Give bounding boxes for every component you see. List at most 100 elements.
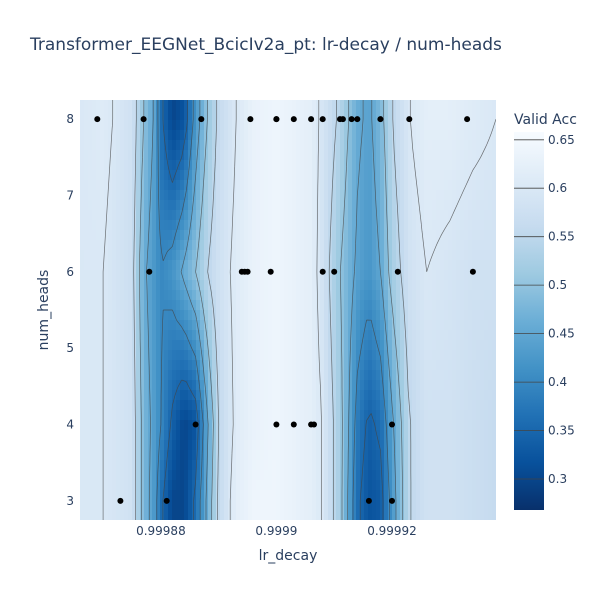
contour-cell [104, 460, 109, 471]
contour-cell [328, 280, 333, 291]
contour-cell [492, 490, 496, 501]
contour-cell [216, 260, 221, 271]
contour-cell [488, 310, 493, 321]
contour-cell [416, 180, 421, 191]
contour-cell [436, 430, 441, 441]
contour-cell [228, 200, 233, 211]
contour-cell [352, 100, 357, 111]
contour-cell [420, 110, 425, 121]
contour-cell [296, 490, 301, 501]
contour-cell [144, 380, 149, 391]
contour-cell [176, 300, 181, 311]
contour-cell [340, 280, 345, 291]
contour-cell [484, 390, 489, 401]
contour-cell [164, 200, 169, 211]
contour-cell [132, 120, 137, 131]
contour-cell [220, 370, 225, 381]
contour-cell [200, 130, 205, 141]
contour-cell [164, 240, 169, 251]
contour-cell [464, 430, 469, 441]
contour-cell [272, 380, 277, 391]
contour-cell [184, 490, 189, 501]
contour-cell [284, 260, 289, 271]
contour-cell [392, 210, 397, 221]
contour-cell [360, 340, 365, 351]
contour-cell [148, 210, 153, 221]
contour-cell [212, 190, 217, 201]
contour-cell [320, 490, 325, 501]
contour-cell [112, 310, 117, 321]
contour-cell [344, 440, 349, 451]
contour-cell [236, 180, 241, 191]
contour-cell [144, 180, 149, 191]
contour-cell [400, 430, 405, 441]
contour-cell [84, 260, 89, 271]
contour-cell [256, 490, 261, 501]
contour-cell [428, 250, 433, 261]
contour-cell [404, 270, 409, 281]
contour-cell [352, 330, 357, 341]
contour-cell [424, 420, 429, 431]
contour-cell [412, 380, 417, 391]
contour-cell [132, 290, 137, 301]
contour-cell [492, 470, 496, 481]
contour-cell [440, 410, 445, 421]
contour-cell [456, 470, 461, 481]
contour-cell [468, 400, 473, 411]
contour-cell [152, 300, 157, 311]
contour-cell [412, 120, 417, 131]
contour-cell [436, 150, 441, 161]
contour-cell [328, 120, 333, 131]
contour-cell [484, 250, 489, 261]
contour-cell [468, 250, 473, 261]
contour-cell [264, 110, 269, 121]
contour-cell [428, 390, 433, 401]
contour-cell [220, 180, 225, 191]
contour-cell [468, 420, 473, 431]
contour-cell [412, 130, 417, 141]
contour-cell [464, 140, 469, 151]
contour-cell [212, 150, 217, 161]
contour-cell [108, 460, 113, 471]
contour-cell [160, 160, 165, 171]
contour-cell [300, 380, 305, 391]
contour-cell [332, 450, 337, 461]
contour-cell [356, 440, 361, 451]
contour-cell [224, 160, 229, 171]
contour-cell [80, 270, 85, 281]
contour-cell [348, 460, 353, 471]
x-tick-label: 0.99988 [136, 524, 186, 538]
contour-cell [180, 500, 185, 511]
contour-cell [132, 430, 137, 441]
contour-cell [312, 430, 317, 441]
contour-cell [312, 160, 317, 171]
contour-cell [308, 340, 313, 351]
contour-cell [260, 320, 265, 331]
contour-cell [128, 280, 133, 291]
contour-cell [448, 510, 453, 520]
contour-cell [468, 180, 473, 191]
contour-cell [172, 190, 177, 201]
contour-cell [288, 220, 293, 231]
contour-cell [100, 510, 105, 520]
contour-cell [300, 180, 305, 191]
contour-cell [220, 330, 225, 341]
contour-cell [420, 220, 425, 231]
contour-cell [124, 190, 129, 201]
contour-cell [88, 430, 93, 441]
contour-cell [188, 100, 193, 111]
contour-cell [172, 160, 177, 171]
contour-cell [444, 350, 449, 361]
contour-cell [200, 460, 205, 471]
contour-cell [488, 100, 493, 111]
contour-cell [224, 270, 229, 281]
contour-cell [180, 360, 185, 371]
contour-cell [296, 110, 301, 121]
contour-cell [236, 150, 241, 161]
contour-cell [360, 170, 365, 181]
contour-cell [168, 430, 173, 441]
contour-cell [160, 210, 165, 221]
contour-cell [460, 510, 465, 520]
contour-cell [124, 490, 129, 501]
contour-cell [100, 380, 105, 391]
